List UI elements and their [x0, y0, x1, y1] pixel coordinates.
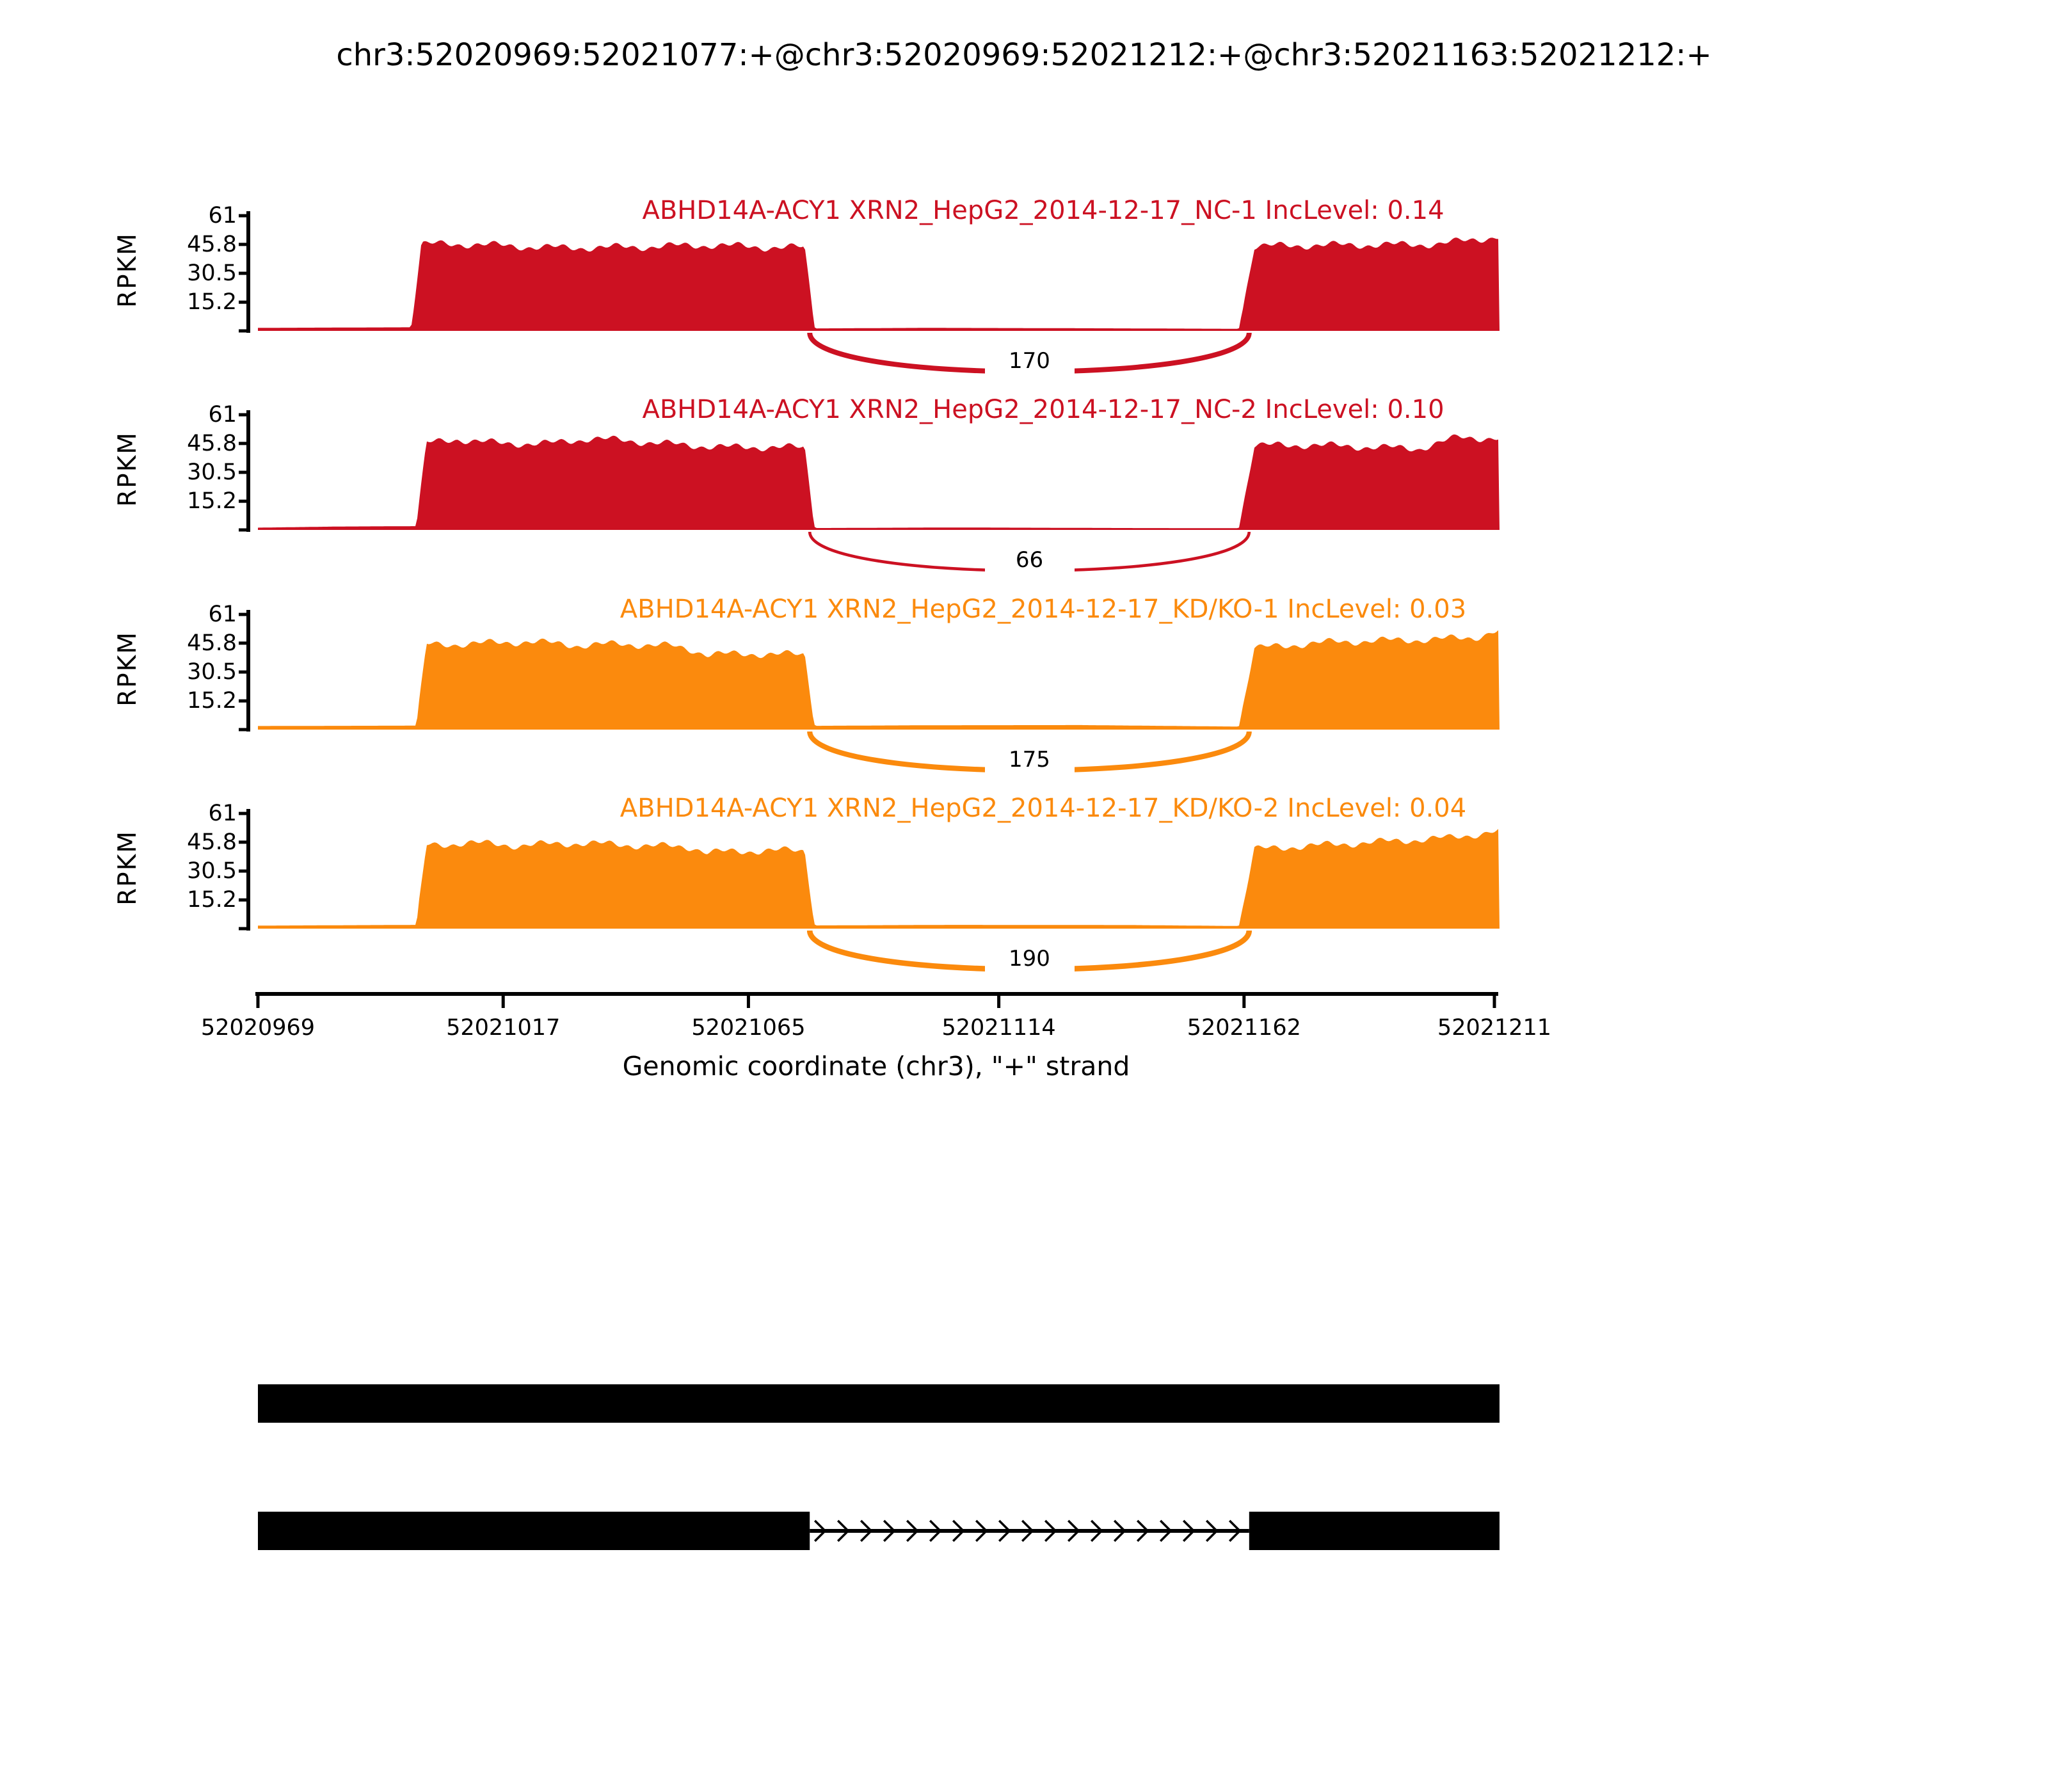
y-tick-label: 15.2: [187, 488, 237, 515]
intron-strand-arrow: [952, 1519, 965, 1542]
y-tick-label: 61: [208, 203, 237, 229]
x-tick-label: 52020969: [200, 1015, 316, 1041]
rpkm-axis-label: RPKM: [113, 232, 142, 308]
coverage-area: [258, 434, 1500, 530]
y-tick-label: 30.5: [187, 858, 237, 884]
x-tick-label: 52021065: [691, 1015, 806, 1041]
coverage-area: [258, 237, 1500, 331]
intron-strand-arrow: [906, 1519, 919, 1542]
y-tick-label: 30.5: [187, 460, 237, 486]
exon-box: [258, 1384, 1500, 1423]
coverage-area: [258, 829, 1500, 929]
intron-strand-arrow: [998, 1519, 1011, 1542]
intron-strand-arrow: [860, 1519, 873, 1542]
rpkm-axis-label: RPKM: [113, 830, 142, 906]
intron-strand-arrow: [813, 1519, 827, 1542]
intron-strand-arrow: [1090, 1519, 1103, 1542]
y-tick-label: 15.2: [187, 887, 237, 913]
track-title: ABHD14A-ACY1 XRN2_HepG2_2014-12-17_NC-1 …: [642, 196, 1444, 225]
y-tick-label: 30.5: [187, 260, 237, 287]
figure-title: chr3:52020969:52021077:+@chr3:52020969:5…: [336, 37, 1712, 73]
intron-strand-arrow: [1205, 1519, 1219, 1542]
x-axis-label: Genomic coordinate (chr3), "+" strand: [622, 1051, 1130, 1082]
track-title: ABHD14A-ACY1 XRN2_HepG2_2014-12-17_KD/KO…: [620, 794, 1467, 823]
exon-box: [258, 1512, 810, 1550]
intron-strand-arrow: [1228, 1519, 1242, 1542]
intron-strand-arrow: [1021, 1519, 1034, 1542]
y-tick-label: 61: [208, 801, 237, 827]
rpkm-axis-label: RPKM: [113, 631, 142, 707]
intron-strand-arrow: [1136, 1519, 1149, 1542]
y-tick-label: 45.8: [187, 231, 237, 257]
intron-strand-arrow: [929, 1519, 942, 1542]
intron-strand-arrow: [836, 1519, 850, 1542]
y-tick-label: 15.2: [187, 688, 237, 714]
intron-strand-arrow: [975, 1519, 988, 1542]
x-tick-label: 52021162: [1187, 1015, 1301, 1041]
y-tick-label: 61: [208, 402, 237, 428]
intron-strand-arrow: [1067, 1519, 1080, 1542]
intron-strand-arrow: [1182, 1519, 1196, 1542]
y-tick-label: 15.2: [187, 289, 237, 316]
track-title: ABHD14A-ACY1 XRN2_HepG2_2014-12-17_KD/KO…: [620, 595, 1467, 624]
intron-strand-arrow: [883, 1519, 896, 1542]
track-title: ABHD14A-ACY1 XRN2_HepG2_2014-12-17_NC-2 …: [642, 395, 1444, 424]
intron-strand-arrow: [1113, 1519, 1126, 1542]
junction-count-label: 66: [984, 545, 1075, 575]
y-tick-label: 45.8: [187, 829, 237, 855]
coverage-area: [258, 630, 1500, 730]
y-tick-label: 45.8: [187, 430, 237, 456]
y-tick-label: 45.8: [187, 630, 237, 656]
x-tick-label: 52021017: [446, 1015, 561, 1041]
intron-strand-arrow: [1159, 1519, 1172, 1542]
x-tick-label: 52021211: [1437, 1015, 1552, 1041]
junction-count-label: 170: [984, 346, 1075, 376]
x-tick-label: 52021114: [941, 1015, 1056, 1041]
junction-count-label: 175: [984, 745, 1075, 774]
junction-count-label: 190: [984, 944, 1075, 973]
exon-box: [1249, 1512, 1500, 1550]
rpkm-axis-label: RPKM: [113, 431, 142, 507]
y-tick-label: 30.5: [187, 659, 237, 685]
y-tick-label: 61: [208, 602, 237, 628]
intron-strand-arrow: [1044, 1519, 1057, 1542]
